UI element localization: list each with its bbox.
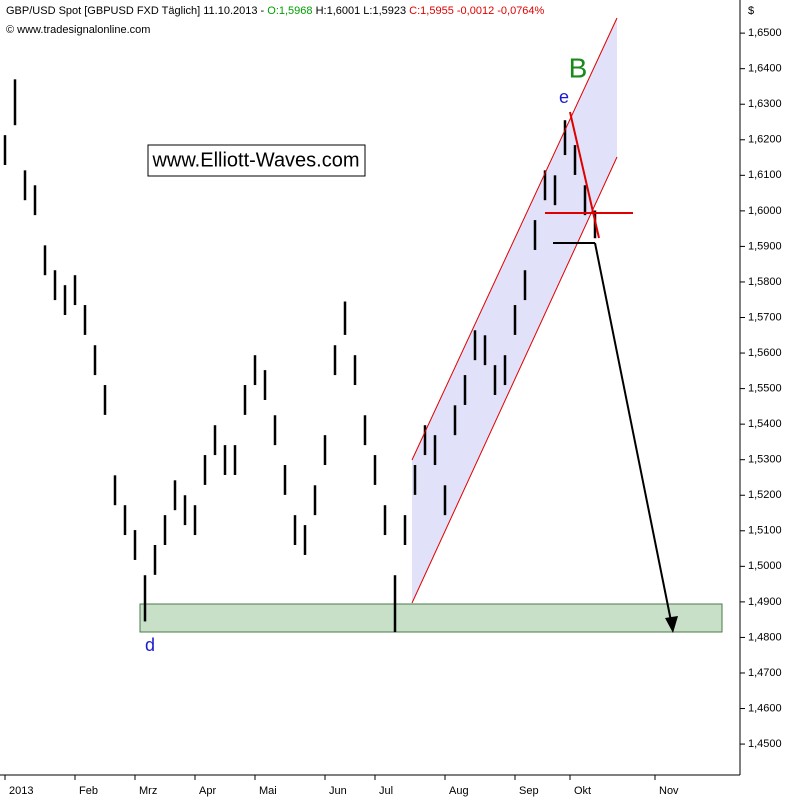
y-tick-label: 1,6500 (748, 27, 782, 39)
y-tick-label: 1,4900 (748, 596, 782, 608)
y-tick-label: 1,4500 (748, 738, 782, 750)
title-part: O:1,5968 (267, 5, 312, 17)
y-tick-label: 1,5900 (748, 240, 782, 252)
x-tick-label: Sep (519, 785, 539, 797)
channel-upper (411, 17, 618, 461)
y-tick-label: 1,4600 (748, 702, 782, 714)
title-part: GBP/USD Spot [GBPUSD FXD Täglich] 11.10.… (6, 5, 267, 17)
copyright: © www.tradesignalonline.com (6, 24, 150, 36)
y-tick-label: 1,5600 (748, 347, 782, 359)
y-tick-label: 1,5500 (748, 383, 782, 395)
x-tick-label: Feb (79, 785, 98, 797)
drawings-top: www.Elliott-Waves.com B e d $ GBP/USD Sp… (0, 0, 754, 776)
support-zone (139, 603, 723, 633)
bars (3, 79, 597, 633)
y-tick-label: 1,6300 (748, 98, 782, 110)
wave-label: e (559, 87, 569, 107)
x-tick-label: Jul (379, 785, 393, 797)
y-tick-label: 1,5800 (748, 276, 782, 288)
y-tick-label: 1,5200 (748, 489, 782, 501)
x-tick-label: Apr (199, 785, 216, 797)
arrow-line (594, 242, 673, 627)
watermark-box (147, 144, 366, 177)
y-tick-label: 1,4800 (748, 631, 782, 643)
y-unit: $ (748, 5, 754, 17)
y-tick-label: 1,5000 (748, 560, 782, 572)
y-tick-label: 1,5400 (748, 418, 782, 430)
x-tick-label: Mrz (139, 785, 157, 797)
title-part: H:1,6001 L:1,5923 (313, 5, 410, 17)
y-tick-label: 1,6200 (748, 134, 782, 146)
chart-title: GBP/USD Spot [GBPUSD FXD Täglich] 11.10.… (6, 5, 545, 17)
x-tick-label: 2013 (9, 785, 33, 797)
x-tick-label: Nov (659, 785, 679, 797)
wave-label: d (145, 635, 155, 655)
y-tick-label: 1,6100 (748, 169, 782, 181)
y-tick-label: 1,5700 (748, 311, 782, 323)
x-tick-label: Jun (329, 785, 347, 797)
red-trend (569, 111, 600, 239)
watermark: www.Elliott-Waves.com (151, 149, 359, 171)
y-tick-label: 1,5300 (748, 454, 782, 466)
y-tick-label: 1,4700 (748, 667, 782, 679)
x-tick-label: Aug (449, 785, 469, 797)
y-tick-label: 1,6000 (748, 205, 782, 217)
y-tick-label: 1,6400 (748, 63, 782, 75)
x-tick-label: Okt (574, 785, 591, 797)
arrow-head (665, 616, 678, 633)
title-part: C:1,5955 -0,0012 -0,0764% (409, 5, 544, 17)
y-tick-label: 1,5100 (748, 525, 782, 537)
drawings (139, 18, 723, 633)
wave-label: B (569, 52, 588, 83)
channel-lower (411, 156, 618, 604)
x-tick-label: Mai (259, 785, 277, 797)
